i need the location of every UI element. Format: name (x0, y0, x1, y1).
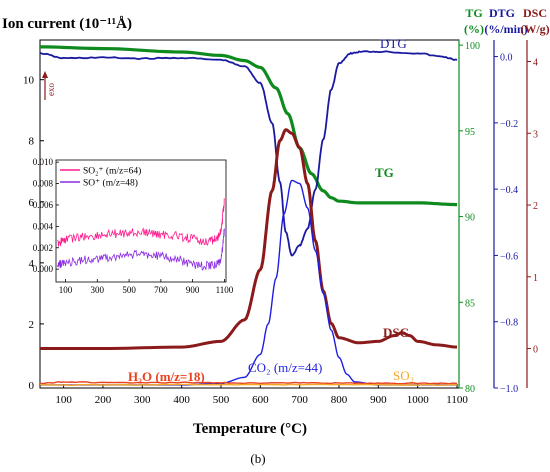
dtg-axis-title-bottom: (%/min) (484, 22, 527, 36)
left-tick-label: 8 (29, 136, 35, 148)
h2o-curve-label: H₂O (m/z=18) (128, 369, 205, 384)
series-line-h2o-m-z-18- (39, 381, 458, 385)
exo-label: exo (46, 83, 56, 96)
dsc-axis-title-bottom: (W/g) (520, 22, 549, 36)
dtg-tick-label: 0.0 (500, 53, 513, 64)
dtg-axis-title-top: DTG (489, 6, 515, 20)
inset-legend-label: SO₂⁺ (m/z=64) (83, 166, 141, 177)
inset-y-tick-label: 0.002 (33, 243, 53, 253)
tg-axis-title-bottom: (%) (464, 22, 484, 36)
x-tick-label: 600 (252, 394, 269, 406)
dtg-tick-label: −0.2 (500, 119, 518, 130)
inset-x-tick-label: 500 (122, 285, 136, 295)
left-tick-label: 0 (29, 380, 35, 392)
tg-tick-label: 95 (465, 127, 475, 138)
inset-series-line (57, 198, 225, 247)
inset-x-tick-label: 700 (154, 285, 168, 295)
exo-arrow-icon (42, 71, 48, 100)
inset-x-tick-label: 100 (59, 285, 73, 295)
co2-curve-label: CO₂ (m/z=44) (248, 360, 322, 375)
series-line-dsc (40, 128, 458, 350)
dsc-tick-label: 0 (533, 345, 538, 356)
inset-y-tick-label: 0.010 (33, 157, 54, 167)
panel-label: (b) (250, 451, 265, 466)
tg-tick-label: 100 (465, 41, 480, 52)
left-tick-label: 10 (23, 75, 35, 87)
inset-x-tick-label: 1100 (216, 285, 234, 295)
x-tick-label: 500 (213, 394, 230, 406)
x-tick-label: 900 (370, 394, 387, 406)
series-line-so2 (39, 383, 458, 386)
series-line-co2-m-z-44- (40, 179, 457, 386)
inset-legend-label: SO⁺ (m/z=48) (83, 178, 138, 189)
left-tick-label: 2 (29, 319, 35, 331)
left-tick-label: 4 (29, 258, 35, 270)
inset-frame (55, 159, 227, 283)
x-axis-title: Temperature (°C) (193, 421, 307, 437)
left-axis-title: Ion current (10⁻¹¹Å) (2, 16, 132, 32)
dsc-tick-label: 3 (533, 129, 538, 140)
tg-tick-label: 90 (465, 213, 475, 224)
tg-curve-label: TG (375, 165, 394, 180)
dsc-tick-label: 2 (533, 201, 538, 212)
inset-x-tick-label: 900 (186, 285, 200, 295)
dtg-tick-label: −1.0 (500, 384, 518, 395)
series-line-dtg (39, 50, 458, 257)
x-tick-label: 1100 (446, 394, 468, 406)
inset-series-line (57, 228, 225, 271)
x-tick-label: 100 (55, 394, 72, 406)
so2-curve-label: SO₂ (393, 368, 414, 383)
x-tick-label: 400 (173, 394, 190, 406)
x-tick-label: 800 (331, 394, 348, 406)
tg-tick-label: 85 (465, 298, 475, 309)
dsc-axis-title-top: DSC (523, 6, 547, 20)
dtg-tick-label: −0.8 (500, 318, 518, 329)
left-tick-label: 6 (29, 197, 35, 209)
inset-y-tick-label: 0.004 (33, 221, 54, 231)
dtg-tick-label: −0.4 (500, 185, 518, 196)
dsc-tick-label: 4 (533, 58, 538, 69)
tg-axis-title-top: TG (465, 6, 482, 20)
inset-y-tick-label: 0.008 (33, 179, 54, 189)
inset-x-tick-label: 300 (91, 285, 105, 295)
dtg-tick-label: −0.6 (500, 251, 518, 262)
tg-tick-label: 80 (465, 384, 475, 395)
x-tick-label: 1000 (407, 394, 430, 406)
x-tick-label: 700 (291, 394, 308, 406)
x-tick-label: 300 (134, 394, 151, 406)
dsc-tick-label: 1 (533, 273, 538, 284)
inset-y-tick-label: 0.006 (33, 200, 54, 210)
x-tick-label: 200 (95, 394, 112, 406)
inset-y-tick-label: 0.000 (33, 264, 54, 274)
dtg-curve-label: DTG (380, 36, 407, 51)
